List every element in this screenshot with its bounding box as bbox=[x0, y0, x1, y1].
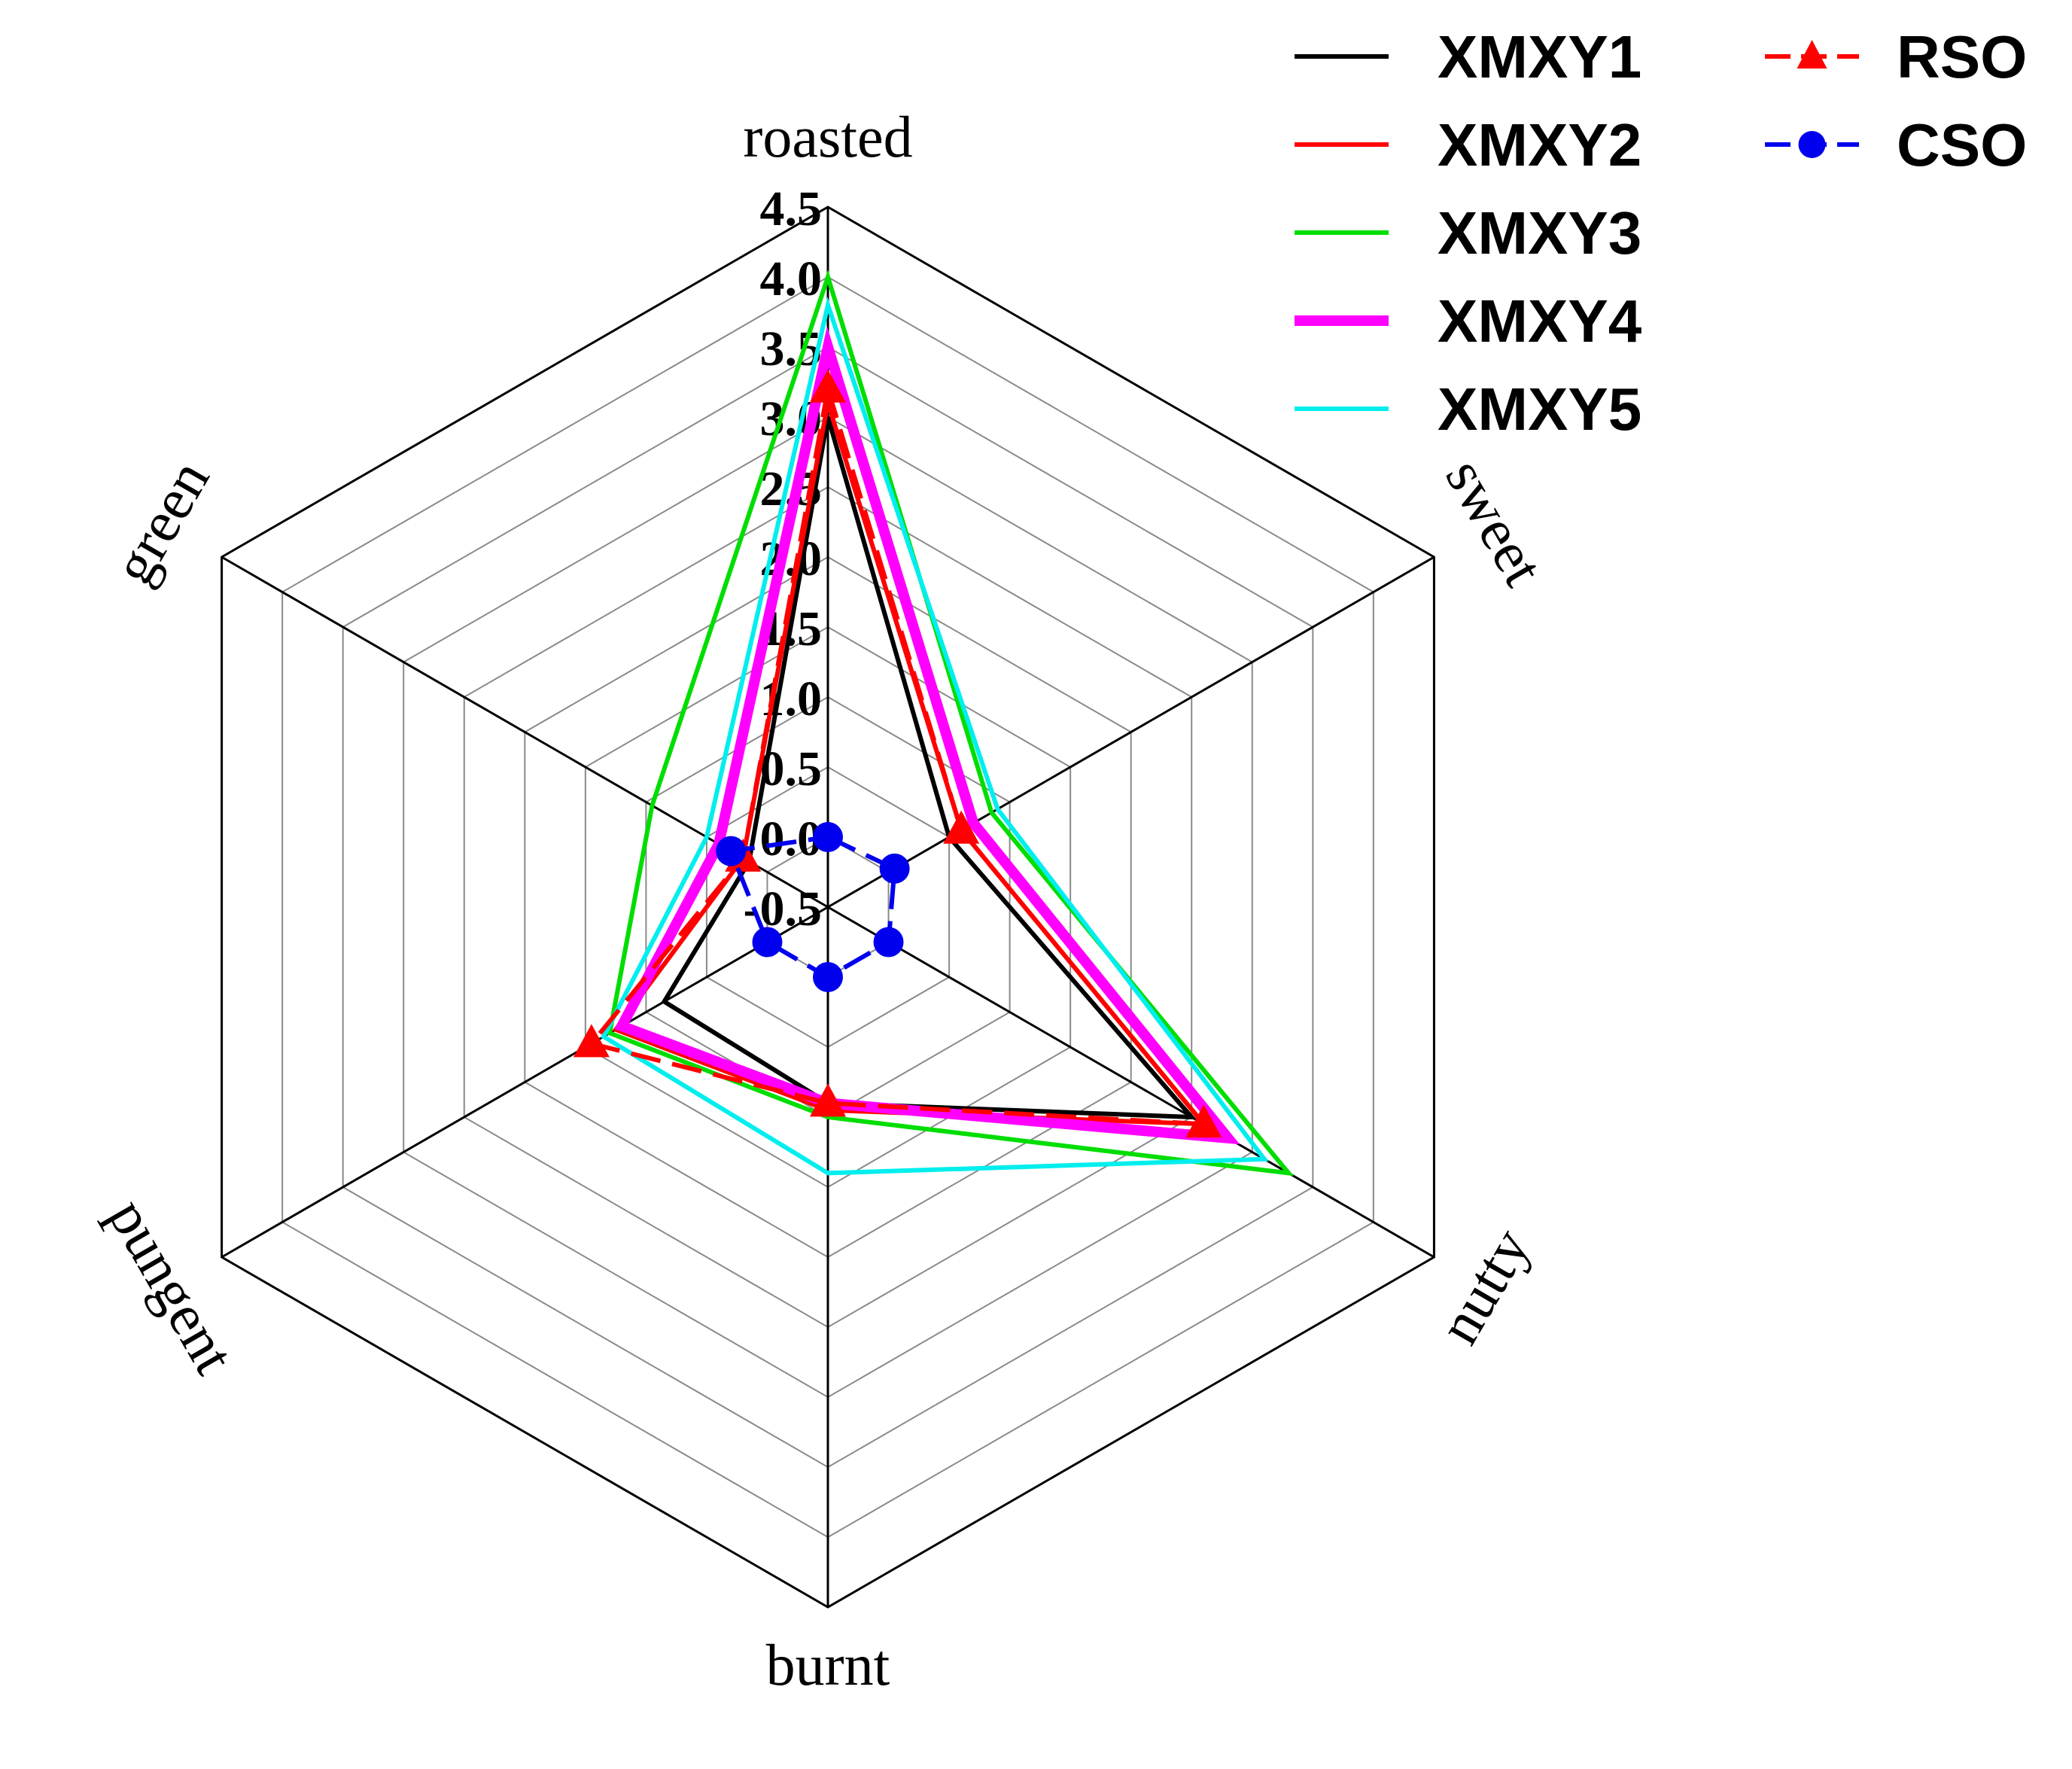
tick-label: 4.5 bbox=[760, 181, 823, 236]
radar-grid bbox=[221, 206, 1435, 1609]
legend-item-xmxy5: XMXY5 bbox=[1295, 376, 1641, 443]
cso-marker bbox=[879, 853, 910, 884]
axis-label-nutty: nutty bbox=[1425, 1217, 1543, 1354]
series-line-xmxy4 bbox=[614, 326, 1240, 1145]
axis-spoke bbox=[221, 906, 829, 1259]
series-xmxy3 bbox=[607, 269, 1295, 1177]
legend-label: XMXY5 bbox=[1438, 376, 1641, 443]
axis-label-roasted: roasted bbox=[743, 104, 912, 169]
axis-label-green: green bbox=[100, 449, 222, 595]
legend-item-xmxy4: XMXY4 bbox=[1295, 288, 1642, 355]
series-line-xmxy3 bbox=[607, 269, 1295, 1177]
radial-tick-labels: -0.50.00.51.01.52.02.53.03.54.04.5 bbox=[744, 181, 822, 936]
rso-marker bbox=[943, 810, 980, 844]
rso-marker bbox=[1185, 1104, 1222, 1138]
series-line-xmxy5 bbox=[601, 297, 1269, 1176]
axis-label-sweet: sweet bbox=[1433, 448, 1556, 597]
radar-series bbox=[573, 269, 1295, 1177]
cso-marker bbox=[813, 822, 843, 852]
cso-marker bbox=[813, 962, 843, 992]
axis-label-burnt: burnt bbox=[766, 1632, 890, 1697]
cso-marker bbox=[752, 927, 783, 958]
rso-marker bbox=[810, 369, 846, 403]
series-cso bbox=[716, 822, 910, 992]
axis-label-pungent: pungent bbox=[96, 1188, 248, 1384]
legend-label: XMXY2 bbox=[1438, 111, 1641, 178]
series-xmxy5 bbox=[601, 297, 1269, 1176]
cso-marker bbox=[716, 836, 747, 866]
legend-label: XMXY3 bbox=[1438, 199, 1641, 266]
cso-marker bbox=[873, 927, 904, 958]
tick-label: 4.0 bbox=[760, 251, 823, 306]
legend-label: CSO bbox=[1897, 111, 2027, 178]
legend-item-xmxy3: XMXY3 bbox=[1295, 199, 1641, 266]
legend-label: RSO bbox=[1897, 23, 2027, 90]
legend-item-xmxy1: XMXY1 bbox=[1295, 23, 1641, 90]
rso-marker bbox=[810, 1083, 846, 1117]
series-xmxy4 bbox=[614, 326, 1240, 1145]
legend-marker bbox=[1798, 131, 1826, 158]
legend-item-xmxy2: XMXY2 bbox=[1295, 111, 1641, 178]
legend-label: XMXY1 bbox=[1438, 23, 1641, 90]
rso-marker bbox=[573, 1024, 610, 1058]
legend-marker bbox=[1797, 40, 1827, 69]
legend: XMXY1 XMXY2 XMXY3 XMXY4 XMXY5 RSO CSO bbox=[1295, 23, 2027, 443]
legend-label: XMXY4 bbox=[1438, 288, 1642, 355]
legend-item-cso: CSO bbox=[1765, 111, 2027, 178]
axis-spoke bbox=[827, 906, 1435, 1259]
legend-item-rso: RSO bbox=[1765, 23, 2027, 90]
axis-spoke bbox=[827, 556, 1435, 909]
